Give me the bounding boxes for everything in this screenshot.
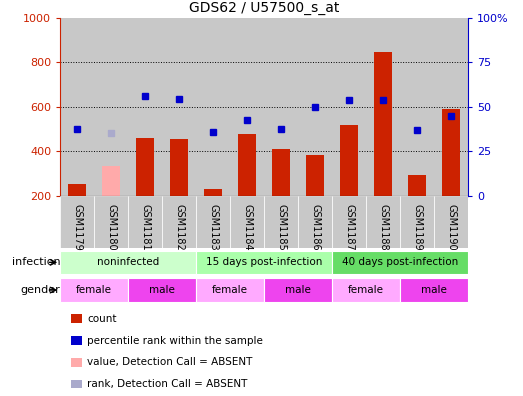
Text: value, Detection Call = ABSENT: value, Detection Call = ABSENT bbox=[87, 357, 253, 367]
Text: male: male bbox=[285, 285, 311, 295]
FancyBboxPatch shape bbox=[60, 251, 196, 274]
Text: female: female bbox=[212, 285, 248, 295]
Text: percentile rank within the sample: percentile rank within the sample bbox=[87, 335, 263, 346]
FancyBboxPatch shape bbox=[264, 196, 298, 248]
Text: male: male bbox=[149, 285, 175, 295]
Text: GSM1186: GSM1186 bbox=[310, 204, 320, 250]
FancyBboxPatch shape bbox=[60, 278, 128, 302]
Bar bbox=[272, 148, 290, 196]
Text: GSM1184: GSM1184 bbox=[242, 204, 252, 250]
Text: female: female bbox=[76, 285, 112, 295]
Text: GSM1189: GSM1189 bbox=[412, 204, 422, 250]
Text: 40 days post-infection: 40 days post-infection bbox=[342, 257, 458, 267]
Text: infection: infection bbox=[12, 257, 60, 267]
FancyBboxPatch shape bbox=[196, 196, 230, 248]
FancyBboxPatch shape bbox=[332, 251, 468, 274]
Text: GSM1179: GSM1179 bbox=[72, 204, 82, 251]
Text: count: count bbox=[87, 314, 117, 324]
FancyBboxPatch shape bbox=[400, 196, 434, 248]
FancyBboxPatch shape bbox=[366, 196, 400, 248]
FancyBboxPatch shape bbox=[128, 196, 162, 248]
FancyBboxPatch shape bbox=[162, 196, 196, 248]
Bar bbox=[68, 184, 86, 196]
Text: GSM1187: GSM1187 bbox=[344, 204, 354, 251]
Bar bbox=[408, 175, 426, 196]
Text: GSM1188: GSM1188 bbox=[378, 204, 388, 250]
Text: gender: gender bbox=[20, 285, 60, 295]
FancyBboxPatch shape bbox=[400, 278, 468, 302]
FancyBboxPatch shape bbox=[196, 251, 332, 274]
Bar bbox=[204, 189, 222, 196]
Bar bbox=[306, 155, 324, 196]
Text: 15 days post-infection: 15 days post-infection bbox=[206, 257, 322, 267]
Bar bbox=[170, 139, 188, 196]
Text: GSM1185: GSM1185 bbox=[276, 204, 286, 251]
Text: GSM1183: GSM1183 bbox=[208, 204, 218, 250]
Text: GSM1190: GSM1190 bbox=[446, 204, 456, 250]
FancyBboxPatch shape bbox=[434, 196, 468, 248]
FancyBboxPatch shape bbox=[298, 196, 332, 248]
Text: male: male bbox=[421, 285, 447, 295]
Title: GDS62 / U57500_s_at: GDS62 / U57500_s_at bbox=[189, 2, 339, 15]
FancyBboxPatch shape bbox=[196, 278, 264, 302]
Text: rank, Detection Call = ABSENT: rank, Detection Call = ABSENT bbox=[87, 379, 248, 389]
FancyBboxPatch shape bbox=[60, 196, 94, 248]
FancyBboxPatch shape bbox=[128, 278, 196, 302]
Bar bbox=[340, 125, 358, 196]
Bar bbox=[102, 166, 120, 196]
FancyBboxPatch shape bbox=[264, 278, 332, 302]
Bar bbox=[374, 52, 392, 196]
FancyBboxPatch shape bbox=[332, 278, 400, 302]
FancyBboxPatch shape bbox=[94, 196, 128, 248]
Text: GSM1182: GSM1182 bbox=[174, 204, 184, 251]
Text: GSM1180: GSM1180 bbox=[106, 204, 116, 250]
FancyBboxPatch shape bbox=[230, 196, 264, 248]
Text: GSM1181: GSM1181 bbox=[140, 204, 150, 250]
FancyBboxPatch shape bbox=[332, 196, 366, 248]
Bar bbox=[238, 133, 256, 196]
Bar bbox=[442, 109, 460, 196]
Text: noninfected: noninfected bbox=[97, 257, 160, 267]
Bar bbox=[136, 138, 154, 196]
Text: female: female bbox=[348, 285, 384, 295]
